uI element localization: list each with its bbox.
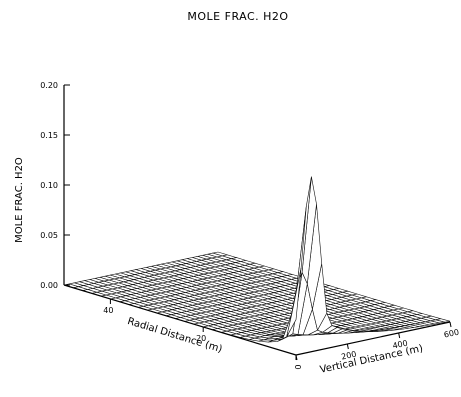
z-tick-label: 0.20 [40, 81, 58, 90]
z-axis-label: MOLE FRAC. H2O [14, 157, 25, 243]
x-tick-label: 0 [293, 364, 302, 369]
z-tick-label: 0.15 [40, 131, 58, 140]
surface-mesh [63, 176, 451, 343]
z-tick-label: 0.00 [40, 281, 58, 290]
y-tick-mark [398, 332, 401, 339]
y-axis-label: Vertical Distance (m) [319, 343, 424, 376]
y-axis-ticks: 200 400 600 [295, 321, 460, 362]
y-tick-label: 400 [392, 339, 409, 351]
y-tick-mark [346, 343, 349, 350]
x-tick-label: 40 [103, 306, 113, 315]
y-tick-label: 600 [443, 328, 460, 340]
z-axis-ticks: 0.00 0.05 0.10 0.15 0.20 [40, 81, 70, 290]
x-tick-label: 20 [196, 334, 206, 343]
chart-title: MOLE FRAC. H2O [187, 10, 288, 23]
y-axis-line [295, 321, 451, 356]
y-tick-label: 200 [340, 350, 357, 362]
surface-cell [286, 267, 302, 337]
z-tick-label: 0.10 [40, 181, 58, 190]
x-axis-line [63, 284, 297, 356]
z-tick-label: 0.05 [40, 231, 58, 240]
y-tick-mark [295, 354, 298, 361]
y-tick-mark [449, 321, 452, 328]
